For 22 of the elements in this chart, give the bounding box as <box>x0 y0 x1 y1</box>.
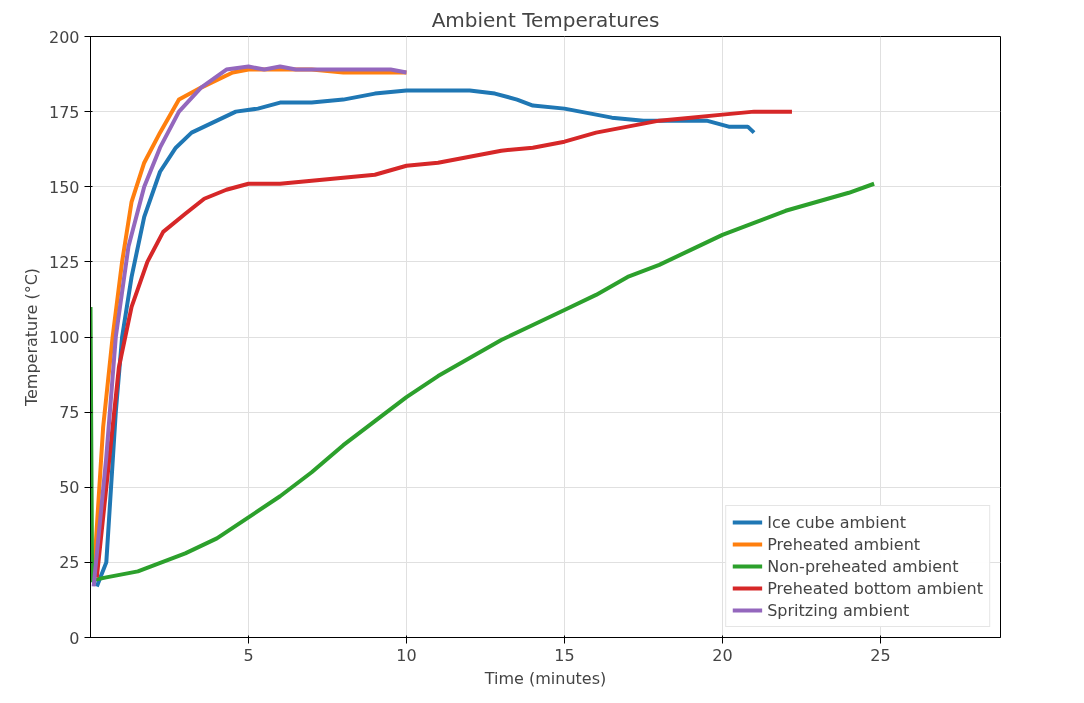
x-tick-label: 25 <box>870 645 891 665</box>
x-tick-label: 5 <box>243 645 254 665</box>
y-axis-title: Temperature (°C) <box>21 267 41 408</box>
x-tick-label: 20 <box>712 645 733 665</box>
y-tick-label: 200 <box>48 27 80 47</box>
chart-title: Ambient Temperatures <box>431 7 660 32</box>
x-tick-label: 10 <box>396 645 417 665</box>
legend-label: Preheated bottom ambient <box>767 578 983 598</box>
y-tick-label: 175 <box>48 102 80 122</box>
y-tick-label: 125 <box>48 252 80 272</box>
legend-label: Non-preheated ambient <box>767 556 959 576</box>
x-tick-label: 15 <box>554 645 575 665</box>
y-tick-label: 150 <box>48 177 80 197</box>
y-tick-label: 0 <box>69 628 80 648</box>
y-tick-label: 50 <box>59 478 80 498</box>
x-axis-title: Time (minutes) <box>483 668 607 688</box>
legend-label: Spritzing ambient <box>767 600 910 620</box>
y-tick-label: 75 <box>59 403 80 423</box>
y-tick-label: 100 <box>48 328 80 347</box>
y-tick-label: 25 <box>59 553 80 573</box>
legend-label: Ice cube ambient <box>767 512 906 532</box>
legend-label: Preheated ambient <box>767 534 921 554</box>
